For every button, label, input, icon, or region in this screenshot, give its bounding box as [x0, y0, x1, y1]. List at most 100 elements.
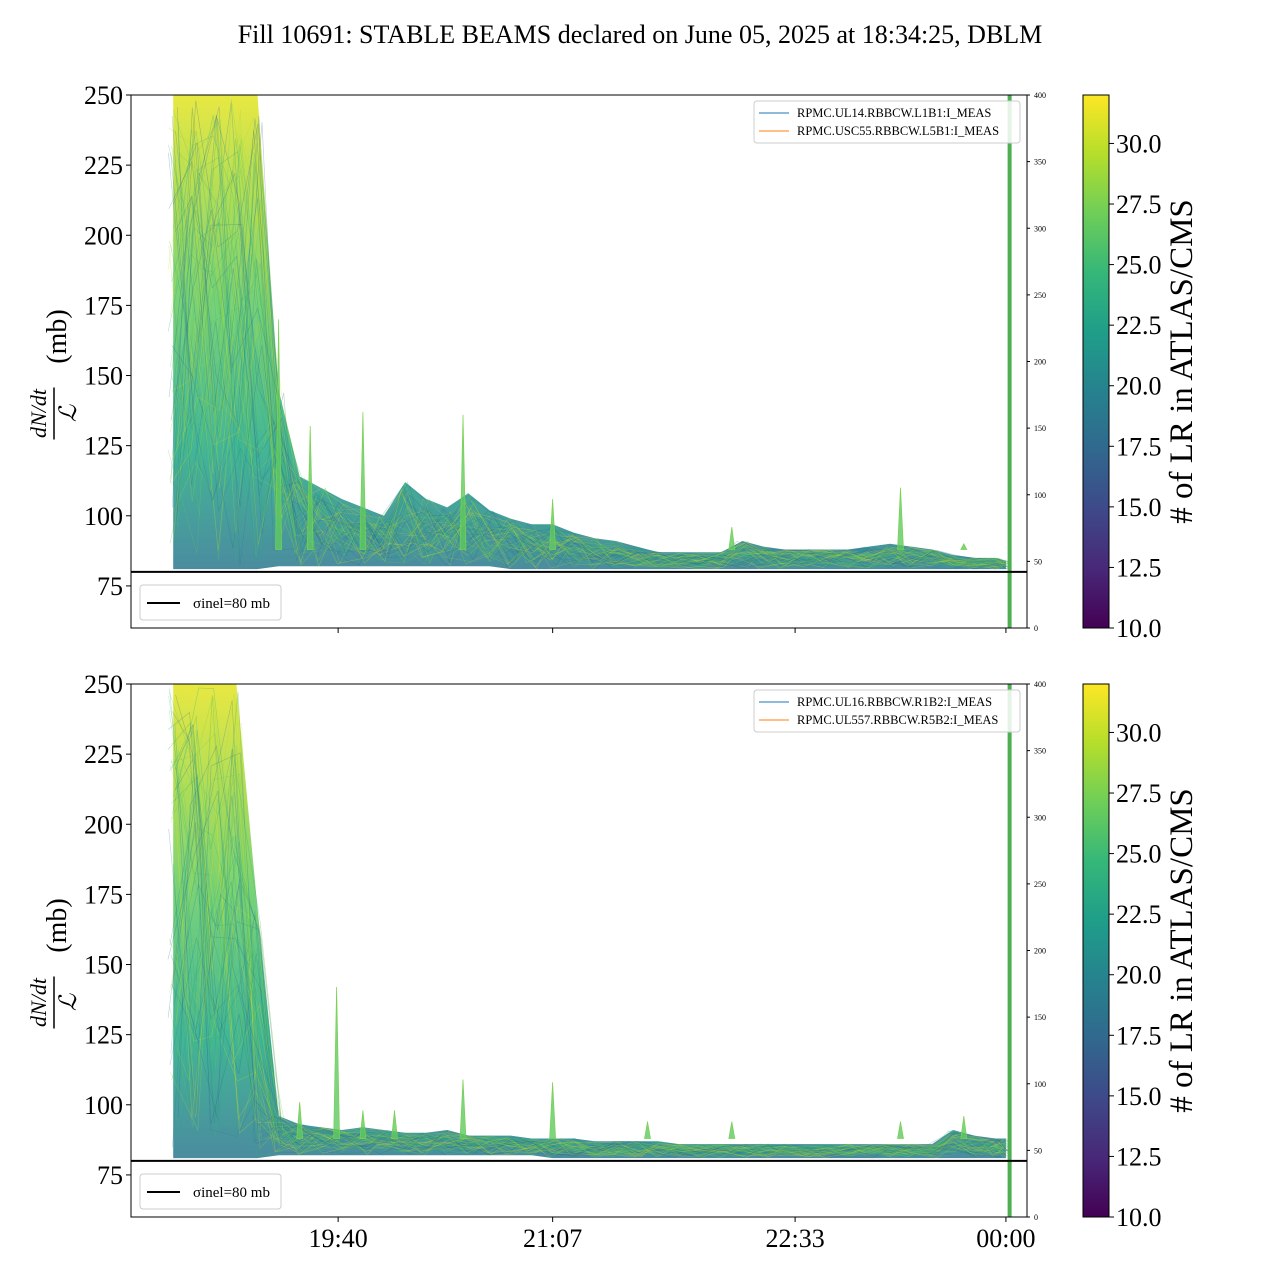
spike-mark: [306, 425, 314, 550]
y2tick-label: 150: [1034, 1013, 1046, 1022]
series-line: [172, 110, 1003, 568]
series-line: [170, 795, 1004, 1157]
series-line: [177, 261, 1003, 569]
xtick-label: 21:07: [523, 1224, 582, 1253]
series-line: [169, 693, 1007, 1157]
colorbar-tick-label: 30.0: [1116, 718, 1162, 747]
y2tick-label: 200: [1034, 358, 1046, 367]
ylabel-denominator: ℒ: [56, 404, 82, 422]
colorbar-tick-label: 10.0: [1116, 614, 1162, 643]
series-line: [175, 129, 1010, 570]
y-axis-label: dN/dt ℒ (mb): [26, 309, 82, 440]
colorbar-tick-label: 30.0: [1116, 129, 1162, 158]
series-line: [171, 893, 1002, 1155]
spike-mark: [728, 1121, 736, 1139]
series-line: [173, 755, 1005, 1158]
ytick-label: 150: [84, 362, 123, 391]
series-line: [178, 251, 1009, 568]
xtick-label: 00:00: [976, 1224, 1035, 1253]
series-line: [167, 774, 1009, 1157]
series-line: [171, 965, 1009, 1158]
spike-mark: [960, 1115, 968, 1139]
series-line: [175, 798, 1010, 1159]
series-line: [173, 723, 1003, 1158]
series-line: [174, 724, 1003, 1158]
colorbar-tick-label: 17.5: [1116, 1021, 1162, 1050]
series-line: [175, 813, 1004, 1158]
spike-mark: [275, 319, 282, 550]
ytick-label: 250: [84, 81, 123, 110]
colorbar-tick-label: 27.5: [1116, 779, 1162, 808]
series-line: [173, 142, 1004, 569]
colorbar-tick-label: 12.5: [1116, 553, 1162, 582]
ytick-label: 125: [84, 1021, 123, 1050]
series-line: [176, 859, 1008, 1156]
spike-mark: [897, 1121, 904, 1139]
colorbar-tick-label: 27.5: [1116, 190, 1162, 219]
ytick-label: 100: [84, 1091, 123, 1120]
series-line: [168, 710, 1006, 1158]
series-line: [169, 306, 1011, 569]
series-line: [168, 752, 1003, 1158]
series-line: [168, 130, 1009, 569]
legend-label: RPMC.UL14.RBBCW.L1B1:I_MEAS: [797, 106, 991, 120]
series-line: [177, 835, 1011, 1158]
colorbar-label: # of LR in ATLAS/CMS: [1164, 788, 1200, 1113]
y2tick-label: 100: [1034, 491, 1046, 500]
series-line: [169, 716, 1006, 1157]
ylabel-unit: (mb): [42, 898, 73, 952]
series-line: [169, 736, 1006, 1157]
ylabel-unit: (mb): [42, 309, 73, 363]
series-line: [169, 692, 1003, 1158]
y2tick-label: 350: [1034, 158, 1046, 167]
series-line: [173, 881, 1007, 1158]
series-line: [169, 688, 1008, 1157]
series-line: [176, 209, 1004, 569]
series-line: [172, 140, 1005, 568]
spike-mark: [549, 1082, 556, 1139]
ytick-label: 250: [84, 670, 123, 699]
y2tick-label: 350: [1034, 747, 1046, 756]
series-line: [175, 694, 1007, 1158]
spike-mark: [296, 1101, 304, 1139]
series-legend: RPMC.UL14.RBBCW.L1B1:I_MEAS RPMC.USC55.RB…: [753, 100, 1021, 144]
series-line: [168, 196, 1010, 570]
series-line: [170, 209, 1002, 568]
ytick-label: 225: [84, 740, 123, 769]
series-line: [171, 697, 1004, 1156]
series-line: [170, 186, 1005, 569]
series-line: [171, 822, 1010, 1159]
y2tick-label: 0: [1034, 1213, 1038, 1222]
series-line: [169, 787, 1002, 1157]
series-line: [170, 753, 1007, 1157]
series-line: [169, 815, 1004, 1158]
series-line: [175, 694, 1012, 1159]
series-line: [170, 138, 1001, 570]
legend-label: RPMC.USC55.RBBCW.L5B1:I_MEAS: [797, 124, 999, 138]
series-line: [173, 234, 1007, 569]
series-line: [176, 830, 1002, 1158]
y2tick-label: 300: [1034, 813, 1046, 822]
y2tick-label: 0: [1034, 624, 1038, 633]
series-line: [175, 776, 1003, 1157]
series-line: [168, 109, 1005, 570]
spike-mark: [728, 526, 736, 550]
colorbar-tick-label: 10.0: [1116, 1203, 1162, 1232]
ytick-label: 75: [97, 1161, 123, 1190]
ytick-label: 200: [84, 221, 123, 250]
series-line: [170, 153, 1007, 569]
spike-mark: [459, 1079, 467, 1139]
series-line: [167, 115, 1002, 570]
series-line: [170, 729, 1010, 1158]
series-line: [168, 711, 1002, 1159]
series-envelope-fill: [173, 95, 1006, 570]
series-line: [172, 107, 1002, 570]
series-line: [173, 695, 1008, 1158]
series-line: [174, 724, 1009, 1159]
colorbar-tick-label: 15.0: [1116, 493, 1162, 522]
series-line: [167, 722, 1008, 1158]
series-line: [175, 151, 1002, 570]
series-line: [177, 791, 1009, 1157]
series-line: [172, 170, 1004, 566]
ytick-label: 200: [84, 810, 123, 839]
